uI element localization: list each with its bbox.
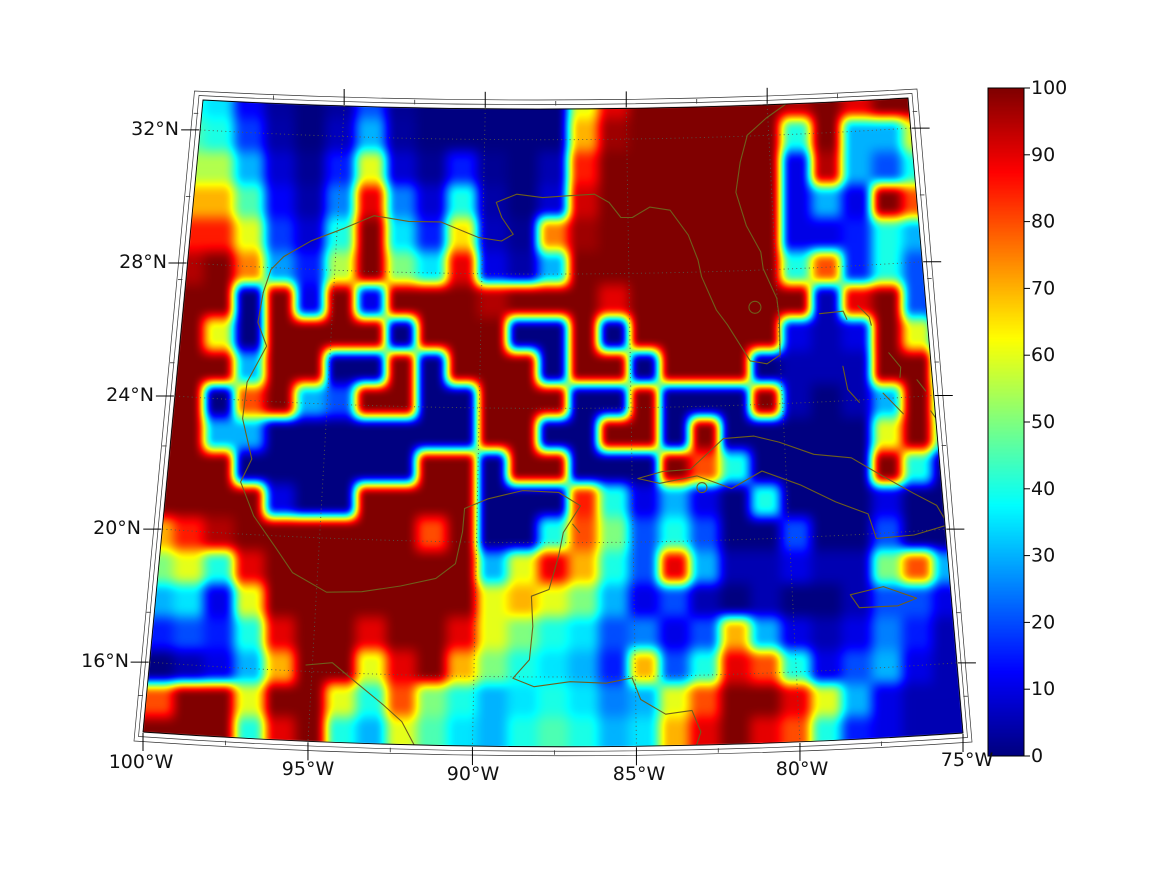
cbar-label-100: 100 — [1031, 77, 1067, 99]
cbar-label-0: 0 — [1031, 745, 1043, 767]
colorbar-gradient-canvas — [988, 88, 1024, 756]
cbar-label-30: 30 — [1031, 545, 1055, 567]
cbar-label-20: 20 — [1031, 611, 1055, 633]
lat-label-16n: 16°N — [81, 650, 129, 672]
map-heatmap-canvas — [143, 85, 963, 750]
cbar-label-40: 40 — [1031, 478, 1055, 500]
cbar-label-60: 60 — [1031, 344, 1055, 366]
lon-label-95w: 95°W — [282, 758, 335, 780]
cbar-label-10: 10 — [1031, 678, 1055, 700]
cbar-label-50: 50 — [1031, 411, 1055, 433]
cbar-label-90: 90 — [1031, 144, 1055, 166]
cbar-label-80: 80 — [1031, 211, 1055, 233]
lon-label-75w: 75°W — [941, 749, 994, 771]
lon-label-85w: 85°W — [613, 763, 666, 785]
lon-label-80w: 80°W — [776, 758, 829, 780]
lat-label-20n: 20°N — [93, 517, 141, 539]
cbar-label-70: 70 — [1031, 277, 1055, 299]
lon-label-90w: 90°W — [447, 763, 500, 785]
colorbar-ticks — [1024, 87, 1030, 757]
lon-label-100w: 100°W — [109, 751, 174, 773]
